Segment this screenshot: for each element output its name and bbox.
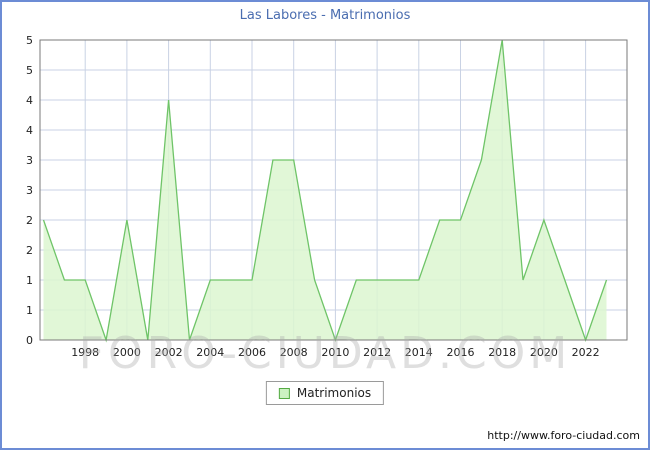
legend-label: Matrimonios xyxy=(296,386,372,400)
series-line xyxy=(42,39,608,343)
x-tick-label: 2018 xyxy=(488,346,516,359)
y-tick-label: 4 xyxy=(26,94,33,107)
y-tick-label: 3 xyxy=(26,154,33,167)
x-tick-label: 2014 xyxy=(405,346,433,359)
y-tick-label: 3 xyxy=(26,184,33,197)
x-tick-label: 2000 xyxy=(113,346,141,359)
y-tick-label: 5 xyxy=(26,64,33,77)
series-area xyxy=(43,40,607,340)
x-tick-label: 2010 xyxy=(321,346,349,359)
x-tick-label: 2022 xyxy=(572,346,600,359)
y-tick-label: 1 xyxy=(26,304,33,317)
y-tick-label: 1 xyxy=(26,274,33,287)
x-tick-label: 2016 xyxy=(447,346,475,359)
y-tick-label: 2 xyxy=(26,244,33,257)
x-tick-label: 2004 xyxy=(196,346,224,359)
x-tick-label: 2006 xyxy=(238,346,266,359)
y-tick-label: 2 xyxy=(26,214,33,227)
y-tick-label: 5 xyxy=(26,34,33,47)
x-tick-label: 2002 xyxy=(155,346,183,359)
x-tick-label: 2012 xyxy=(363,346,391,359)
legend: Matrimonios xyxy=(265,381,385,405)
y-tick-label: 4 xyxy=(26,124,33,137)
x-tick-label: 1998 xyxy=(71,346,99,359)
legend-swatch-icon xyxy=(278,387,290,399)
x-tick-label: 2020 xyxy=(530,346,558,359)
plot-border xyxy=(39,39,628,341)
y-tick-label: 0 xyxy=(26,334,33,347)
footer-url: http://www.foro-ciudad.com xyxy=(487,429,640,442)
chart-title: Las Labores - Matrimonios xyxy=(239,8,411,23)
x-tick-label: 2008 xyxy=(280,346,308,359)
